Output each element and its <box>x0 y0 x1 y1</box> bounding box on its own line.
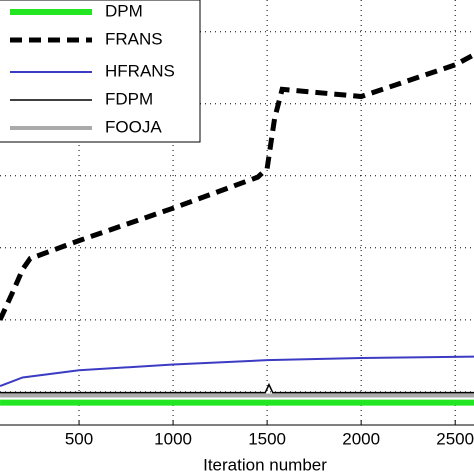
line-series <box>0 382 474 394</box>
x-tick-label: 500 <box>65 429 93 448</box>
line-series <box>0 52 474 321</box>
x-tick-label: 2500 <box>436 429 474 448</box>
x-tick-label: 1000 <box>154 429 192 448</box>
legend-label: FDPM <box>105 89 153 108</box>
legend-label: FRANS <box>105 29 163 48</box>
line-series <box>0 355 474 388</box>
legend-label: HFRANS <box>105 61 175 80</box>
legend-label: FOOJA <box>105 117 162 136</box>
legend-label: DPM <box>105 1 143 20</box>
x-tick-label: 2000 <box>342 429 380 448</box>
x-axis-label: Iteration number <box>203 455 327 474</box>
x-tick-label: 1500 <box>248 429 286 448</box>
